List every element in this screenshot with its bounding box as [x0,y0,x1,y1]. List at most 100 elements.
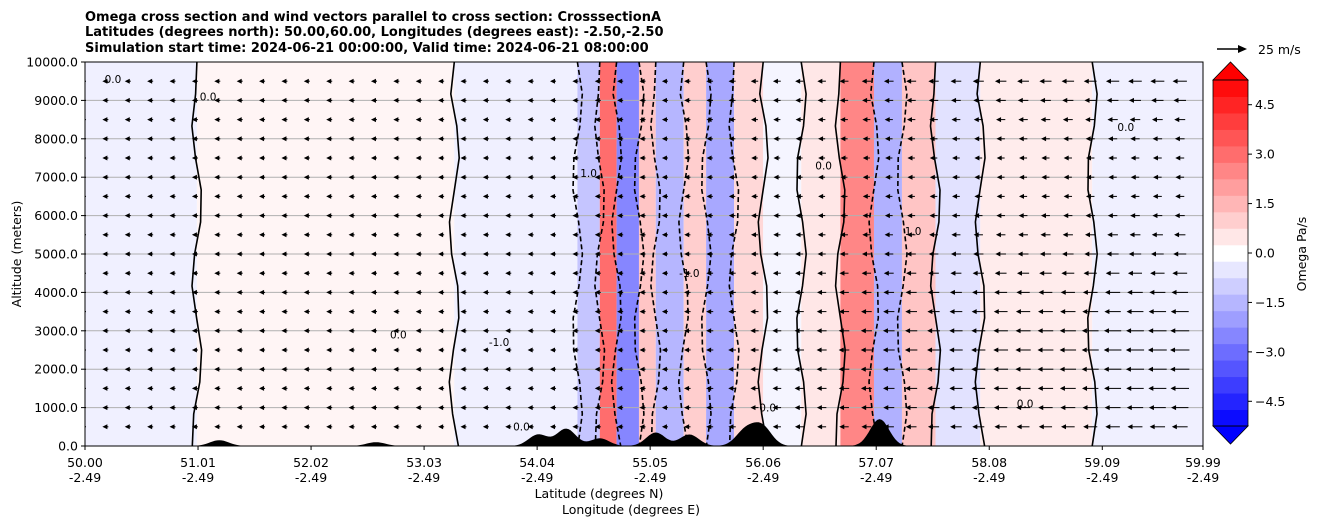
wind-vector-head-52 [124,155,130,161]
wind-vector-head-642 [818,136,824,142]
wind-vector-head-116 [214,385,220,391]
wind-vector-head-498 [661,347,667,353]
wind-vector-head-23 [102,347,108,353]
wind-vector-head-136 [236,366,242,372]
wind-vector-head-416 [550,97,556,103]
contour-line-18 [1086,62,1099,446]
wind-vector-head-904 [1130,213,1136,219]
wind-vector-head-411 [550,193,556,199]
wind-vector-head-158 [259,309,265,315]
wind-vector-head-720 [906,97,912,103]
wind-vector-head-126 [214,193,220,199]
wind-vector-head-362 [505,405,511,411]
wind-vector-head-752 [951,213,957,219]
wind-vector-head-193 [303,366,309,372]
wind-vector-head-57 [147,424,153,430]
wind-vector-head-454 [594,97,600,103]
wind-vector-head-457 [617,405,623,411]
wind-vector-head-566 [728,136,734,142]
wind-vector-head-445 [594,270,600,276]
wind-vector-head-29 [102,232,108,238]
wind-vector-head-426 [572,270,578,276]
wind-vector-head-428 [572,232,578,238]
wind-vector-head-545 [706,174,712,180]
colorbar-segment-2 [1213,376,1248,394]
terrain-profile [85,419,1203,446]
wind-vector-head-485 [639,232,645,238]
wind-vector-head-529 [684,117,690,123]
contour-line-7 [649,62,662,446]
wind-vector-head-88 [169,193,175,199]
wind-vector-head-822 [1037,328,1043,334]
wind-vector-head-223 [326,155,332,161]
colorbar-segment-4 [1213,343,1248,361]
wind-vector-head-65 [147,270,153,276]
wind-vector-head-550 [706,78,712,84]
wind-vector-head-373 [505,193,511,199]
colorbar-tick-label-5: 3.0 [1255,147,1275,162]
wind-vector-head-782 [993,366,999,372]
wind-vector-head-803 [1015,328,1021,334]
wind-vector-head-405 [550,309,556,315]
wind-vector-head-697 [885,174,891,180]
wind-vector-head-53 [124,136,130,142]
wind-vector-head-898 [1126,328,1132,334]
wind-vector-head-127 [214,174,220,180]
wind-vector-head-583 [751,174,757,180]
wind-vector-head-785 [993,309,999,315]
wind-vector-head-286 [415,405,421,411]
wind-vector-head-866 [1085,213,1091,219]
wind-vector-head-103 [191,270,197,276]
wind-vector-head-165 [259,174,265,180]
wind-vector-head-188 [281,97,287,103]
wind-vector-head-327 [460,347,466,353]
wind-vector-head-408 [550,251,556,257]
wind-vector-head-90 [169,155,175,161]
wind-vector-head-804 [1015,309,1021,315]
wind-vector-head-305 [438,405,444,411]
wind-vector-head-612 [794,347,800,353]
wind-vector-head-442 [594,328,600,334]
wind-vector-head-418 [572,424,578,430]
wind-vector-head-109 [191,155,197,161]
wind-vector-head-737 [929,136,935,142]
wind-vector-head-39 [124,405,130,411]
wind-vector-head-515 [684,385,690,391]
wind-vector-head-876 [1104,385,1110,391]
wind-vector-head-431 [572,174,578,180]
wind-vector-head-795 [996,117,1002,123]
wind-vector-head-519 [684,309,690,315]
y-tick-label-9: 9000.0 [34,93,78,108]
wind-vector-head-854 [1061,78,1067,84]
wind-vector-head-21 [102,385,108,391]
wind-vector-head-340 [460,97,466,103]
wind-vector-head-143 [236,232,242,238]
y-tick-label-0: 0.0 [58,439,78,454]
x-tick-lon-label-5: -2.49 [634,470,666,485]
wind-vector-head-742 [949,405,955,411]
wind-vector-head-492 [639,97,645,103]
x-tick-lat-label-3: 53.03 [406,455,442,470]
wind-vector-head-560 [728,251,734,257]
wind-vector-head-171 [281,424,287,430]
wind-vector-head-860 [1081,328,1087,334]
wind-vector-head-611 [794,366,800,372]
wind-vector-head-202 [303,193,309,199]
wind-vector-head-437 [594,424,600,430]
wind-vector-head-880 [1104,309,1110,315]
wind-vector-head-522 [684,251,690,257]
wind-vector-head-849 [1063,174,1069,180]
colorbar-segment-16 [1213,145,1248,163]
wind-vector-head-528 [684,136,690,142]
wind-vector-head-43 [124,328,130,334]
contour-label-1: 0.0 [200,91,217,103]
wind-vector-head-531 [684,78,690,84]
wind-vector-head-357 [482,136,488,142]
wind-vector-head-164 [259,193,265,199]
wind-vector-head-715 [907,193,913,199]
wind-vector-head-765 [971,328,977,334]
wind-vector-head-609 [794,405,800,411]
wind-vector-head-167 [259,136,265,142]
wind-vector-head-339 [460,117,466,123]
wind-vector-head-593 [772,347,778,353]
